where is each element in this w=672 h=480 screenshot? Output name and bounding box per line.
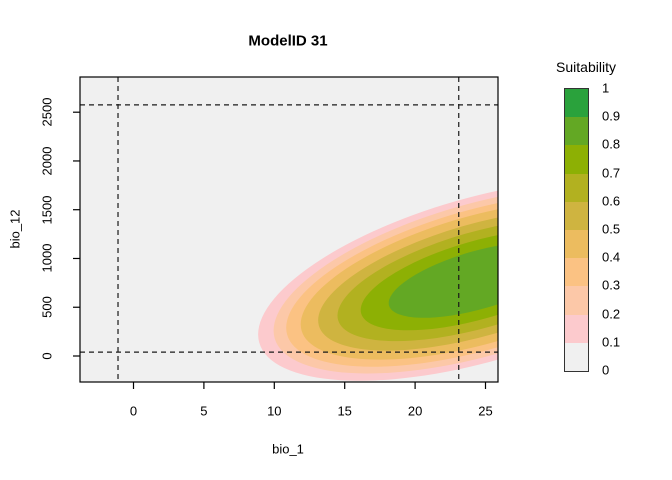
x-tick-label: 15 xyxy=(337,403,352,419)
legend-band xyxy=(565,145,588,174)
y-axis-label: bio_12 xyxy=(7,209,23,249)
contour-band-0.8 xyxy=(388,242,498,318)
y-tick-label: 1500 xyxy=(39,195,55,225)
x-tick-label: 5 xyxy=(200,403,208,419)
y-tick-label: 2000 xyxy=(39,146,55,176)
legend-tick-label: 0.1 xyxy=(602,334,621,350)
legend-band xyxy=(565,89,588,118)
x-tick-label: 20 xyxy=(407,403,423,419)
legend-tick-label: 0.8 xyxy=(602,136,621,152)
legend-tick-label: 0.4 xyxy=(602,249,621,265)
legend-title: Suitability xyxy=(556,59,616,75)
axis-tick-marks xyxy=(73,111,487,389)
y-tick-label: 2500 xyxy=(39,97,55,127)
legend-band xyxy=(565,201,588,231)
legend-band xyxy=(565,173,588,202)
legend-tick-label: 0.9 xyxy=(602,108,621,124)
legend-band xyxy=(565,230,588,259)
y-tick-label: 500 xyxy=(39,296,55,319)
legend-band xyxy=(565,314,588,343)
y-tick-label: 0 xyxy=(39,352,55,360)
legend-tick-label: 0.6 xyxy=(602,193,621,209)
legend-band xyxy=(565,342,588,372)
legend-tick-label: 0.7 xyxy=(602,165,621,181)
legend-color-bar xyxy=(564,88,589,372)
legend-tick-label: 0.2 xyxy=(602,306,621,322)
legend-tick-label: 0 xyxy=(602,362,610,378)
dashed-reference-lines xyxy=(80,77,498,382)
legend-tick-label: 1 xyxy=(602,80,610,96)
legend-band xyxy=(565,258,588,287)
plot-title: ModelID 31 xyxy=(248,32,328,50)
y-tick-label: 1000 xyxy=(39,244,55,273)
contour-bands-group xyxy=(258,179,498,381)
legend-band xyxy=(565,286,588,315)
legend-tick-label: 0.5 xyxy=(602,221,621,237)
x-axis-label: bio_1 xyxy=(272,441,304,457)
x-tick-label: 25 xyxy=(478,403,493,419)
plot-border-box xyxy=(79,76,499,383)
legend-band xyxy=(565,117,588,146)
x-tick-label: 0 xyxy=(129,403,138,419)
legend-tick-label: 0.3 xyxy=(602,277,621,293)
x-tick-label: 10 xyxy=(267,403,282,419)
